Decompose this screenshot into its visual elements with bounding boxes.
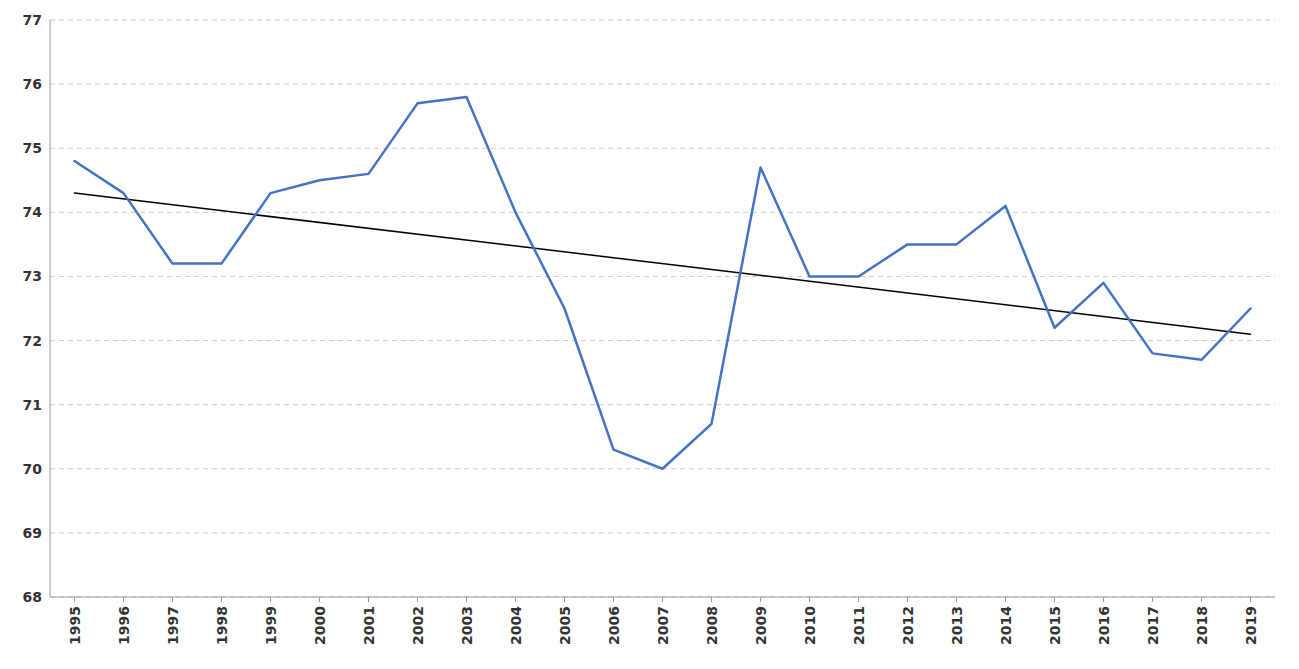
x-tick-label: 2013	[949, 606, 965, 645]
x-tick-label: 2011	[851, 606, 867, 645]
x-tick	[711, 597, 712, 602]
x-tick	[613, 597, 614, 602]
x-tick-label: 2002	[410, 606, 426, 645]
x-tick-label: 2000	[312, 606, 328, 645]
x-tick	[956, 597, 957, 602]
x-tick-label: 2018	[1194, 606, 1210, 645]
x-tick	[123, 597, 124, 602]
x-tick-label: 2005	[557, 606, 573, 645]
x-tick-label: 2016	[1096, 606, 1112, 645]
x-tick-label: 2009	[753, 606, 769, 645]
x-tick-label: 1996	[116, 606, 132, 645]
x-tick-label: 1998	[214, 606, 230, 645]
y-tick-label: 69	[23, 525, 42, 541]
y-tick-label: 75	[23, 140, 42, 156]
trend-line	[75, 193, 1251, 334]
x-tick	[1103, 597, 1104, 602]
x-tick-label: 2004	[508, 606, 524, 645]
x-axis: 1995 1996 1997 1998 1999 2000 2001 2002 2003 2004…	[50, 597, 1275, 645]
x-tick	[809, 597, 810, 602]
grid-line	[50, 404, 1275, 405]
x-tick-label: 2003	[459, 606, 475, 645]
x-tick	[858, 597, 859, 602]
x-tick	[1005, 597, 1006, 602]
x-tick	[515, 597, 516, 602]
grid	[50, 20, 1275, 597]
x-tick	[368, 597, 369, 602]
x-tick	[221, 597, 222, 602]
x-tick	[1054, 597, 1055, 602]
x-tick-label: 1999	[263, 606, 279, 645]
y-tick-label: 71	[23, 397, 42, 413]
x-tick-label: 2010	[802, 606, 818, 645]
grid-line	[50, 148, 1275, 149]
y-axis-line	[50, 20, 51, 597]
y-tick-label: 68	[23, 589, 42, 605]
x-tick-label: 2007	[655, 606, 671, 645]
x-tick	[1201, 597, 1202, 602]
grid-line	[50, 340, 1275, 341]
y-tick-label: 73	[23, 268, 42, 284]
x-tick-label: 2001	[361, 606, 377, 645]
x-tick	[270, 597, 271, 602]
x-tick-label: 1997	[165, 606, 181, 645]
plot-area	[75, 97, 1251, 469]
grid-line	[50, 20, 1275, 21]
grid-line	[50, 84, 1275, 85]
chart: 68 69 70 71 72 73 74 75 76 77 1995 1996 1997 1998 1999…	[0, 0, 1299, 669]
x-tick-label: 2015	[1047, 606, 1063, 645]
x-tick	[172, 597, 173, 602]
grid-line	[50, 532, 1275, 533]
x-tick	[662, 597, 663, 602]
y-tick-label: 70	[23, 461, 43, 477]
x-tick	[907, 597, 908, 602]
x-tick-label: 2019	[1243, 606, 1259, 645]
x-tick	[417, 597, 418, 602]
x-tick	[760, 597, 761, 602]
x-tick	[564, 597, 565, 602]
grid-line	[50, 276, 1275, 277]
x-tick	[74, 597, 75, 602]
x-tick	[319, 597, 320, 602]
x-tick-label: 1995	[67, 606, 83, 645]
x-tick-label: 2014	[998, 606, 1014, 645]
x-tick	[466, 597, 467, 602]
x-tick-label: 2017	[1145, 606, 1161, 645]
y-axis: 68 69 70 71 72 73 74 75 76 77	[23, 12, 50, 605]
data-line	[75, 97, 1251, 469]
y-tick-label: 76	[23, 76, 42, 92]
y-tick-label: 74	[23, 204, 43, 220]
page: {"chart_data": {"type": "line", "x": [19…	[0, 0, 1299, 669]
y-tick-label: 72	[23, 333, 42, 349]
x-tick-label: 2008	[704, 606, 720, 645]
x-tick-label: 2012	[900, 606, 916, 645]
x-tick	[1152, 597, 1153, 602]
y-tick-label: 77	[23, 12, 42, 28]
x-tick-label: 2006	[606, 606, 622, 645]
x-tick	[1250, 597, 1251, 602]
